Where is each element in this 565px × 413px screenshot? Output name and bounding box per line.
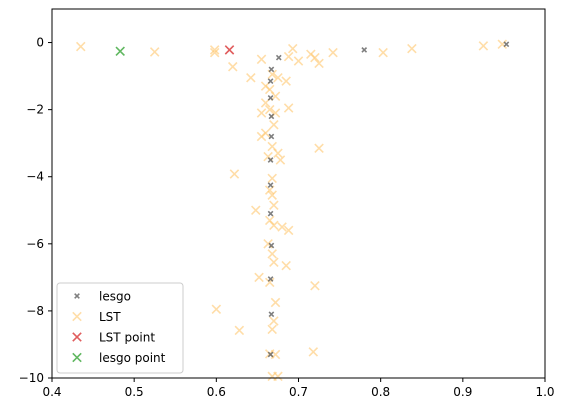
lst-point	[283, 103, 294, 113]
lst-point	[277, 222, 287, 232]
lst-point	[264, 277, 275, 288]
legend-label-lst-point: LST point	[99, 331, 155, 345]
x-tick-label: 0.7	[289, 385, 308, 399]
lesgo-point	[267, 210, 274, 217]
lst-point	[287, 43, 298, 54]
lst-point	[314, 143, 324, 153]
axes-layer: 0.4 0.5 0.6 0.7 0.8 0.9 1.0 0 −2 −4 −6 −8 −10	[19, 8, 555, 399]
legend-marker-lst	[72, 311, 82, 322]
lst-point	[229, 169, 240, 179]
lesgo-point	[503, 41, 510, 48]
lst-point	[269, 316, 279, 326]
legend-marker-lst-point	[72, 332, 82, 342]
lst-point	[256, 108, 267, 118]
x-tick-label: 0.8	[371, 385, 390, 399]
legend-box	[56, 282, 184, 374]
x-tick-label: 0.4	[42, 385, 61, 399]
lst-point	[273, 73, 283, 83]
lst-point	[75, 41, 86, 52]
lst-point	[273, 148, 283, 159]
lst-point	[267, 190, 277, 200]
y-tick-label: −2	[26, 103, 44, 117]
lesgo-point	[267, 78, 274, 84]
lesgo-point	[268, 133, 275, 140]
y-tick-label: −6	[26, 237, 44, 251]
lst-point	[378, 47, 388, 58]
lst-point	[269, 257, 279, 268]
lst-point	[308, 347, 319, 357]
lst-point	[267, 324, 277, 335]
lst-point	[256, 54, 267, 65]
lst-point	[211, 304, 222, 314]
lst-point	[267, 173, 277, 184]
lst-point-point	[224, 45, 235, 55]
x-tick-label: 1.0	[535, 385, 554, 399]
lst-point	[281, 76, 291, 86]
lst-point	[246, 73, 256, 83]
lesgo-point-point	[115, 46, 125, 57]
legend-label-lesgo: lesgo	[99, 290, 131, 304]
lesgo-point	[267, 182, 274, 188]
legend-label-lesgo-point: lesgo point	[99, 351, 166, 365]
series-lesgo	[267, 41, 510, 358]
x-tick-label: 0.9	[453, 385, 472, 399]
lst-point	[254, 272, 264, 283]
lst-point	[269, 119, 279, 130]
lesgo-point	[268, 66, 275, 73]
lst-point	[269, 220, 279, 231]
series-lst-point	[224, 45, 235, 55]
lst-point	[267, 249, 277, 259]
series-lst	[75, 39, 508, 382]
lst-point	[275, 155, 286, 165]
lst-point	[407, 43, 417, 54]
lst-point	[256, 131, 267, 142]
lst-point	[310, 52, 320, 63]
legend-marker-lesgo-point	[72, 352, 82, 363]
series-lesgo-point	[115, 46, 125, 57]
lst-point	[314, 58, 324, 69]
lst-point	[283, 225, 294, 236]
data-points-layer	[75, 39, 510, 382]
legend-label-lst: LST	[99, 310, 121, 324]
lst-point	[228, 61, 238, 72]
legend-marker-lesgo	[74, 293, 80, 299]
lesgo-point	[267, 157, 274, 163]
lst-point	[269, 200, 279, 211]
y-tick-label: −10	[19, 371, 44, 385]
lst-point	[478, 41, 489, 51]
lst-point	[293, 56, 304, 66]
lesgo-point	[267, 276, 274, 282]
x-tick-label: 0.6	[207, 385, 226, 399]
lst-point	[209, 47, 220, 58]
legend: lesgo LST LST point lesgo point	[56, 282, 184, 374]
y-tick-label: 0	[36, 36, 44, 50]
lst-point	[209, 45, 220, 55]
lst-point	[310, 280, 320, 291]
lst-point	[264, 104, 275, 115]
lesgo-point	[361, 47, 368, 53]
lst-point	[497, 39, 508, 49]
lst-point	[251, 205, 261, 216]
lst-point	[328, 47, 338, 58]
lesgo-point	[267, 351, 274, 358]
lesgo-point	[275, 54, 282, 61]
lst-point	[273, 371, 283, 382]
lst-point	[270, 349, 281, 360]
lst-point	[283, 51, 294, 62]
lesgo-point	[268, 113, 275, 120]
lesgo-point	[267, 95, 274, 101]
y-tick-label: −8	[26, 304, 44, 318]
lesgo-point	[268, 242, 275, 249]
lst-point	[234, 325, 245, 336]
lesgo-point	[268, 311, 275, 318]
lst-point	[149, 47, 160, 57]
y-tick-label: −4	[26, 170, 44, 184]
lst-point	[281, 260, 291, 271]
x-tick-label: 0.5	[125, 385, 144, 399]
lst-point	[270, 297, 281, 308]
